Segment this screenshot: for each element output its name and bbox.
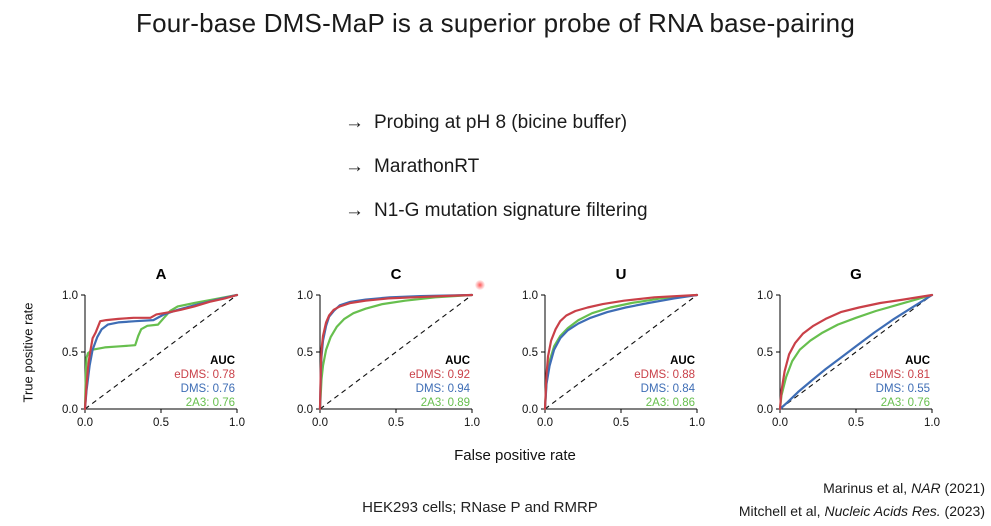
bullet-text: Probing at pH 8 (bicine buffer) [374, 112, 628, 133]
svg-text:1.0: 1.0 [924, 417, 940, 429]
panel-title: A [155, 266, 167, 283]
bullet-text: N1-G mutation signature filtering [374, 200, 648, 221]
arrow-icon: → [345, 200, 364, 221]
svg-text:1.0: 1.0 [689, 417, 705, 429]
roc-chart: 0.0 0.5 1.0 0.0 0.5 1.0 [522, 290, 705, 429]
bullet-text: MarathonRT [374, 156, 480, 177]
auc-legend-entry: eDMS: 0.78 [174, 369, 235, 381]
auc-legend-title: AUC [670, 355, 695, 367]
bullet-list: → Probing at pH 8 (bicine buffer) → Mara… [345, 112, 648, 244]
svg-text:0.0: 0.0 [757, 404, 773, 416]
svg-text:0.5: 0.5 [153, 417, 169, 429]
bullet-item: → Probing at pH 8 (bicine buffer) [345, 112, 648, 134]
roc-panel-u: U 0.0 0.5 1.0 0.0 0.5 1.0 AUC eDMS: 0.88 DMS: 0… [511, 265, 705, 437]
svg-text:1.0: 1.0 [297, 290, 313, 302]
bullet-item: → MarathonRT [345, 156, 648, 178]
auc-legend: AUC eDMS: 0.81 DMS: 0.55 2A3: 0.76 [869, 354, 930, 410]
svg-text:0.0: 0.0 [312, 417, 328, 429]
auc-legend-entry: eDMS: 0.92 [409, 369, 470, 381]
svg-text:0.5: 0.5 [848, 417, 864, 429]
auc-legend-title: AUC [210, 355, 235, 367]
citation-text: (2023) [940, 503, 985, 519]
roc-panel-g: G 0.0 0.5 1.0 0.0 0.5 1.0 AUC eDMS: 0.81 DMS: 0… [746, 265, 940, 437]
journal-name: Nucleic Acids Res. [824, 503, 941, 519]
auc-legend-entry: DMS: 0.55 [875, 383, 930, 395]
svg-text:1.0: 1.0 [464, 417, 480, 429]
auc-legend-title: AUC [905, 355, 930, 367]
svg-text:1.0: 1.0 [62, 290, 78, 302]
roc-chart: 0.0 0.5 1.0 0.0 0.5 1.0 [757, 290, 940, 429]
svg-text:0.0: 0.0 [62, 404, 78, 416]
auc-legend-entry: DMS: 0.94 [415, 383, 470, 395]
svg-text:0.0: 0.0 [77, 417, 93, 429]
citation-text: Marinus et al, [823, 480, 912, 496]
y-axis-label: True positive rate [20, 302, 36, 403]
roc-chart: 0.0 0.5 1.0 0.0 0.5 1.0 [297, 290, 480, 429]
auc-legend-entry: 2A3: 0.76 [185, 397, 235, 409]
roc-panel-c: C 0.0 0.5 1.0 0.0 0.5 1.0 AUC eDMS: 0.92 DMS: 0… [286, 265, 480, 437]
auc-legend-entry: 2A3: 0.89 [420, 397, 470, 409]
citation-text: (2021) [940, 480, 985, 496]
svg-text:0.0: 0.0 [522, 404, 538, 416]
svg-text:0.5: 0.5 [388, 417, 404, 429]
auc-legend-entry: 2A3: 0.86 [645, 397, 695, 409]
svg-text:0.5: 0.5 [297, 347, 313, 359]
svg-text:1.0: 1.0 [522, 290, 538, 302]
citation-line: Marinus et al, NAR (2021) [739, 477, 985, 500]
laser-pointer-dot [475, 280, 485, 290]
auc-legend-title: AUC [445, 355, 470, 367]
arrow-icon: → [345, 156, 364, 177]
roc-panel-a: True positive rate A 0.0 0.5 1.0 0.0 0.5 1.0 … [21, 265, 246, 437]
panel-title: G [850, 266, 862, 283]
auc-legend-entry: DMS: 0.76 [180, 383, 235, 395]
auc-legend-entry: eDMS: 0.88 [634, 369, 695, 381]
roc-chart: 0.0 0.5 1.0 0.0 0.5 1.0 [62, 290, 245, 429]
svg-text:0.5: 0.5 [62, 347, 78, 359]
footer-note: HEK293 cells; RNase P and RMRP [362, 499, 598, 516]
auc-legend-entry: 2A3: 0.76 [880, 397, 930, 409]
auc-legend: AUC eDMS: 0.88 DMS: 0.84 2A3: 0.86 [634, 354, 695, 410]
svg-text:1.0: 1.0 [757, 290, 773, 302]
citation-text: Mitchell et al, [738, 503, 825, 519]
citations: Marinus et al, NAR (2021) Mitchell et al… [739, 477, 985, 523]
svg-text:0.5: 0.5 [613, 417, 629, 429]
svg-text:0.0: 0.0 [537, 417, 553, 429]
svg-text:1.0: 1.0 [229, 417, 245, 429]
x-axis-label: False positive rate [454, 447, 576, 464]
panel-title: C [390, 266, 402, 283]
citation-line: Mitchell et al, Nucleic Acids Res. (2023… [739, 500, 985, 523]
svg-text:0.5: 0.5 [522, 347, 538, 359]
auc-legend: AUC eDMS: 0.92 DMS: 0.94 2A3: 0.89 [409, 354, 470, 410]
auc-legend-entry: eDMS: 0.81 [869, 369, 930, 381]
arrow-icon: → [345, 112, 364, 133]
slide-title: Four-base DMS-MaP is a superior probe of… [135, 8, 855, 38]
journal-name: NAR [911, 480, 941, 496]
svg-text:0.0: 0.0 [772, 417, 788, 429]
auc-legend-entry: DMS: 0.84 [640, 383, 695, 395]
svg-text:0.5: 0.5 [757, 347, 773, 359]
bullet-item: → N1-G mutation signature filtering [345, 200, 648, 222]
auc-legend: AUC eDMS: 0.78 DMS: 0.76 2A3: 0.76 [174, 354, 235, 410]
svg-text:0.0: 0.0 [297, 404, 313, 416]
panel-title: U [615, 266, 627, 283]
